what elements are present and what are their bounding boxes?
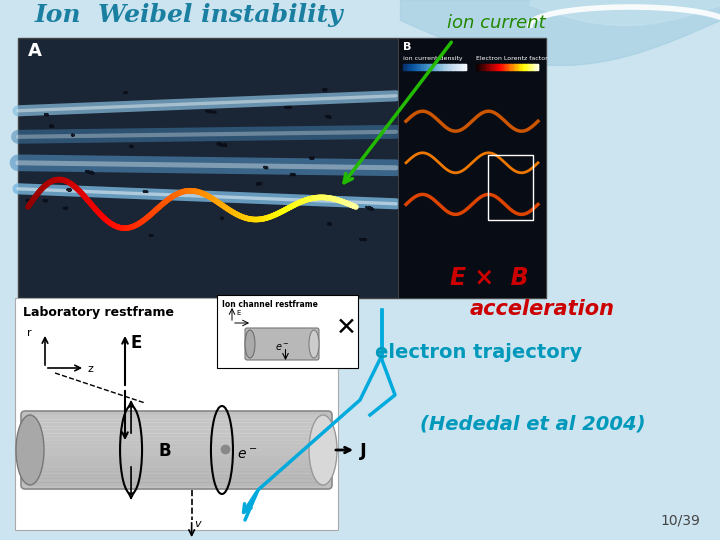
FancyBboxPatch shape (245, 328, 319, 360)
Text: E ×  B: E × B (450, 266, 528, 290)
Bar (398, 38, 546, 298)
Text: ion current: ion current (447, 14, 546, 32)
Text: Ion  Weibel instability: Ion Weibel instability (35, 3, 343, 27)
Text: ✕: ✕ (336, 316, 357, 340)
Text: acceleration: acceleration (470, 299, 615, 319)
Text: $e^-$: $e^-$ (275, 342, 290, 353)
Text: z: z (87, 364, 93, 374)
Bar (15, 298, 338, 530)
Ellipse shape (309, 415, 337, 485)
Text: v: v (194, 519, 202, 529)
Ellipse shape (16, 415, 44, 485)
Text: Ion channel restframe: Ion channel restframe (222, 300, 318, 309)
Bar (217, 295, 358, 368)
Bar (18, 38, 546, 298)
Text: E: E (130, 334, 141, 352)
Text: $e^-$: $e^-$ (237, 448, 257, 461)
Text: r: r (27, 328, 32, 338)
Text: ion current density: ion current density (403, 56, 463, 61)
Ellipse shape (309, 330, 319, 358)
FancyBboxPatch shape (21, 411, 332, 489)
Text: B: B (158, 442, 171, 460)
Text: E: E (236, 310, 240, 316)
Text: Electron Lorentz factor: Electron Lorentz factor (476, 56, 548, 61)
Ellipse shape (245, 330, 255, 358)
Text: 10/39: 10/39 (660, 514, 700, 528)
Text: electron trajectory: electron trajectory (375, 343, 582, 362)
Text: (Hededal et al 2004): (Hededal et al 2004) (420, 415, 646, 434)
Text: B: B (403, 42, 411, 52)
Text: Laboratory restframe: Laboratory restframe (23, 306, 174, 319)
Text: A: A (28, 42, 42, 60)
Text: J: J (360, 442, 366, 460)
Bar (488, 155, 533, 220)
